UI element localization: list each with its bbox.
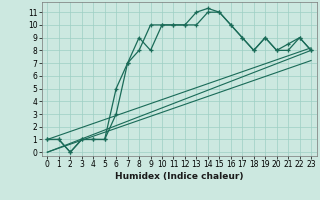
X-axis label: Humidex (Indice chaleur): Humidex (Indice chaleur) <box>115 172 244 181</box>
